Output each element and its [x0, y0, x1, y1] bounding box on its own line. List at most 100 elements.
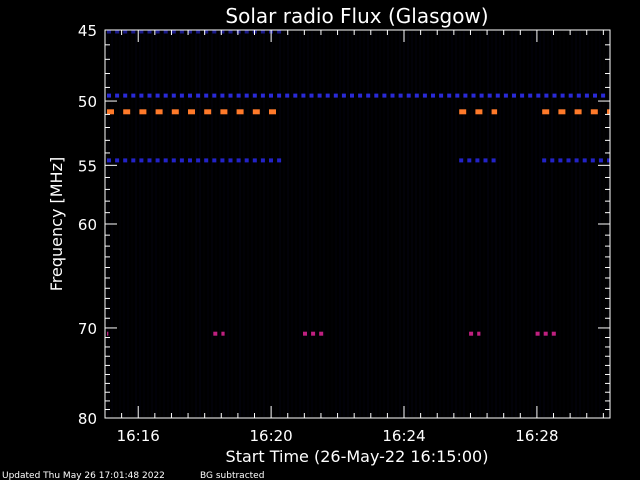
band-0-cell — [212, 29, 217, 34]
band-1-cell — [366, 93, 371, 98]
band-3-cell — [574, 158, 579, 163]
band-1-cell — [333, 93, 338, 98]
band-3-cell — [582, 158, 587, 163]
band-0-cell — [155, 29, 160, 34]
band-0-cell — [244, 29, 249, 34]
band-1-cell — [115, 93, 120, 98]
y-tick-label: 60 — [78, 216, 97, 234]
band-2-cell — [236, 109, 244, 115]
band-3-cell — [123, 158, 128, 163]
band-1-cell — [455, 93, 460, 98]
band-1-cell — [212, 93, 217, 98]
band-4-cell — [303, 331, 307, 336]
band-1-cell — [285, 93, 290, 98]
y-tick-label: 70 — [78, 320, 97, 338]
band-1-cell — [107, 93, 111, 98]
band-0-cell — [163, 29, 168, 34]
band-1-cell — [163, 93, 168, 98]
band-2-cell — [220, 109, 228, 115]
band-1-cell — [584, 93, 589, 98]
band-1-cell — [552, 93, 557, 98]
band-0-cell — [228, 29, 233, 34]
band-1-cell — [398, 93, 403, 98]
band-3-cell — [212, 158, 217, 163]
band-1-cell — [447, 93, 452, 98]
band-0-cell — [204, 29, 209, 34]
band-0-cell — [147, 29, 152, 34]
band-3-cell — [147, 158, 152, 163]
band-1-cell — [536, 93, 541, 98]
y-tick-label: 55 — [78, 157, 97, 175]
band-2-cell — [558, 109, 566, 115]
band-1-cell — [431, 93, 435, 98]
band-1-cell — [155, 93, 160, 98]
band-2-cell — [252, 109, 260, 115]
band-4-cell — [221, 331, 225, 336]
updated-timestamp: Updated Thu May 26 17:01:48 2022 — [2, 471, 165, 480]
band-1-cell — [503, 93, 508, 98]
x-tick-label: 16:16 — [117, 427, 160, 445]
heatmap-area — [107, 29, 610, 417]
band-3-cell — [196, 158, 201, 163]
band-1-cell — [236, 93, 241, 98]
band-1-cell — [487, 93, 492, 98]
band-1-cell — [463, 93, 468, 98]
band-1-cell — [260, 93, 265, 98]
y-tick-label: 45 — [78, 22, 97, 40]
band-2-cell — [607, 109, 610, 115]
band-1-cell — [576, 93, 581, 98]
band-2-cell — [188, 109, 195, 115]
band-0-cell — [131, 29, 136, 34]
band-2-cell — [123, 109, 131, 115]
band-1-cell — [406, 93, 411, 98]
band-3-cell — [115, 158, 120, 163]
band-1-cell — [123, 93, 128, 98]
band-1-cell — [277, 93, 282, 98]
freq-band-0 — [107, 29, 282, 34]
band-2-cell — [542, 109, 550, 115]
band-3-cell — [236, 158, 241, 163]
band-3-cell — [550, 158, 555, 163]
band-3-cell — [228, 158, 233, 163]
band-2-cell — [475, 109, 483, 115]
band-1-cell — [301, 93, 306, 98]
band-1-cell — [560, 93, 565, 98]
band-1-cell — [228, 93, 233, 98]
band-1-cell — [471, 93, 476, 98]
band-3-cell — [459, 158, 464, 163]
band-2-cell — [171, 109, 179, 115]
band-4-cell — [543, 331, 548, 336]
band-1-cell — [293, 93, 298, 98]
band-3-cell — [475, 158, 480, 163]
band-3-cell — [260, 158, 265, 163]
band-1-cell — [196, 93, 201, 98]
band-3-cell — [131, 158, 136, 163]
band-1-cell — [414, 93, 419, 98]
band-1-cell — [593, 93, 597, 98]
band-1-cell — [171, 93, 176, 98]
band-1-cell — [439, 93, 444, 98]
band-2-cell — [459, 109, 467, 115]
bg-subtracted-note: BG subtracted — [200, 471, 264, 480]
band-4-cell — [551, 331, 556, 336]
freq-band-2 — [107, 109, 610, 115]
band-3-cell — [542, 158, 547, 163]
band-1-cell — [204, 93, 209, 98]
band-3-cell — [171, 158, 176, 163]
band-0-cell — [171, 29, 176, 34]
band-0-cell — [260, 29, 265, 34]
freq-band-1 — [107, 93, 606, 98]
band-0-cell — [179, 29, 184, 34]
band-3-cell — [491, 158, 496, 163]
band-1-cell — [188, 93, 192, 98]
band-3-cell — [155, 158, 160, 163]
band-4-cell — [213, 331, 218, 336]
band-3-cell — [188, 158, 192, 163]
band-4-cell — [469, 331, 474, 336]
y-axis: 45 50 55 60 70 80 — [78, 22, 610, 428]
band-3-cell — [220, 158, 225, 163]
band-3-cell — [277, 158, 282, 163]
band-1-cell — [520, 93, 525, 98]
band-3-cell — [107, 158, 111, 163]
band-3-cell — [244, 158, 249, 163]
